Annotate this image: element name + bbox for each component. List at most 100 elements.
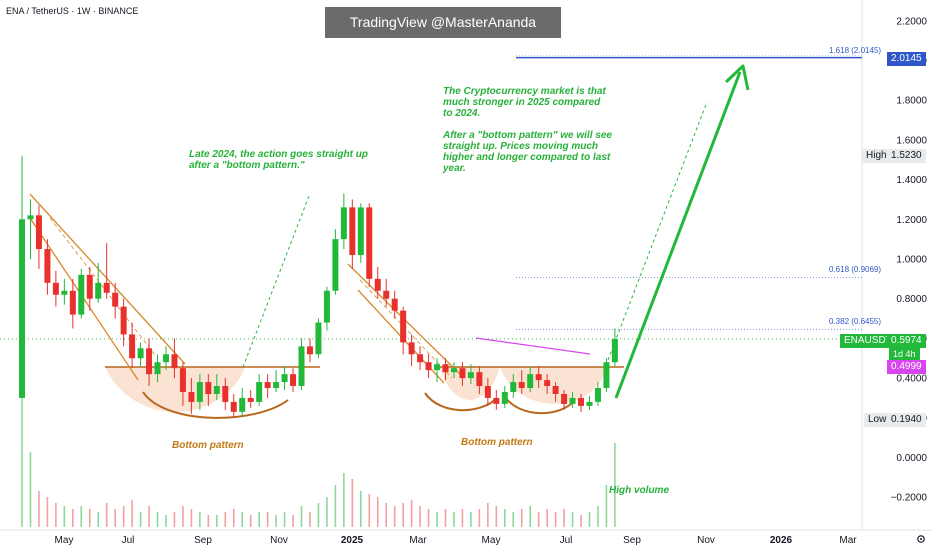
y-tick-label: 0.8000 (896, 294, 927, 305)
candle-body (154, 362, 161, 375)
candle-body (315, 322, 322, 355)
volume-bar (580, 515, 582, 527)
candle-body (256, 382, 263, 402)
volume-bar (546, 509, 548, 527)
volume-bar (190, 509, 193, 527)
volume-bar (503, 509, 506, 527)
volume-bar (258, 512, 260, 527)
fib-price-tag: 2.0145 (887, 52, 926, 66)
candle-body (569, 397, 576, 404)
candle-body (425, 362, 432, 371)
volume-bar (72, 509, 74, 527)
x-tick-label: Nov (697, 535, 715, 546)
volume-bar (266, 512, 269, 527)
volume-bar (309, 512, 311, 527)
volume-bar (529, 506, 531, 527)
volume-bar (326, 497, 328, 527)
volume-bar (224, 512, 227, 527)
bottom-pattern-fill-2 (440, 367, 500, 400)
volume-bar (199, 512, 201, 527)
volume-bar (461, 509, 464, 527)
volume-bar (29, 452, 32, 527)
candle-body (120, 306, 127, 335)
candle-body (459, 368, 466, 379)
volume-bar (292, 515, 294, 527)
candle-body (273, 382, 280, 389)
volume-bar (300, 506, 303, 527)
annotation-market-2025-line: to 2024. (443, 108, 481, 119)
volume-bar (114, 509, 116, 527)
volume-bar (63, 506, 66, 527)
volume-bar (80, 506, 83, 527)
volume-bar (182, 506, 184, 527)
candle-body (561, 393, 568, 404)
y-tick-label: 1.6000 (896, 135, 927, 146)
y-tick-label: 1.0000 (896, 255, 927, 266)
x-tick-label: Jul (560, 535, 573, 546)
candle-body (552, 386, 559, 394)
volume-bar (139, 512, 142, 527)
ma-price-tag: 0.4999 (887, 360, 926, 374)
fib-label-0382: 0.382 (0.6455) (829, 317, 882, 326)
volume-bar (537, 512, 540, 527)
candle-body (78, 274, 85, 315)
volume-bar (317, 503, 320, 527)
volume-bar (385, 503, 388, 527)
bottom-pattern-label-1: Bottom pattern (172, 440, 244, 451)
candle-body (349, 207, 356, 256)
volume-bar (46, 497, 49, 527)
candle-body (213, 386, 220, 394)
watermark-banner: TradingView @MasterAnanda (325, 7, 561, 38)
annotation-market-2025-line: year. (443, 163, 466, 174)
candle-body (501, 391, 508, 404)
candle-body (467, 372, 474, 379)
volume-bar (351, 479, 354, 527)
x-tick-label: Jul (122, 535, 135, 546)
fib-label-0618: 0.618 (0.9069) (829, 265, 882, 274)
candle-body (434, 364, 441, 371)
candle-body (510, 382, 517, 392)
candle-body (103, 282, 110, 293)
volume-bar (97, 512, 100, 527)
candle-body (35, 215, 42, 250)
channel-mid-line (49, 217, 156, 356)
annotation-market-2025-line: The Cryptocurrency market is that (443, 86, 606, 97)
volume-bar (419, 506, 421, 527)
volume-bar (173, 512, 176, 527)
candle-body (544, 380, 551, 387)
volume-bar (597, 506, 599, 527)
x-tick-label: Nov (270, 535, 288, 546)
x-tick-label: May (482, 535, 501, 546)
bottom-pattern-fill-1 (105, 367, 245, 412)
volume-bar (444, 509, 447, 527)
volume-bar (554, 512, 557, 527)
volume-bar (283, 512, 286, 527)
candle-body (281, 374, 288, 383)
candle-body (146, 348, 153, 375)
annotation-market-2025-line (443, 119, 612, 130)
candle-body (391, 298, 398, 311)
volume-bar (148, 506, 150, 527)
volume-bar (402, 503, 404, 527)
candle-body (95, 282, 102, 299)
candle-body (586, 401, 593, 406)
y-tick-label: 1.4000 (896, 175, 927, 186)
volume-bar (512, 512, 515, 527)
volume-bar (368, 494, 371, 527)
candle-body (594, 388, 601, 402)
annotation-late-2024: Late 2024, the action goes straight up af… (189, 149, 368, 171)
candle-body (137, 348, 144, 359)
low-label: Low (864, 413, 891, 427)
bottom-pattern-label-2: Bottom pattern (461, 437, 533, 448)
candle-body (476, 372, 483, 387)
high-label: High (862, 149, 891, 163)
volume-bar (495, 506, 498, 527)
volume-bar (605, 485, 608, 527)
settings-gear-icon[interactable] (916, 534, 926, 544)
volume-bar (478, 509, 481, 527)
candle-body (290, 374, 297, 387)
candle-body (518, 382, 525, 389)
y-tick-label: −0.2000 (891, 493, 928, 504)
candle-body (171, 354, 178, 369)
